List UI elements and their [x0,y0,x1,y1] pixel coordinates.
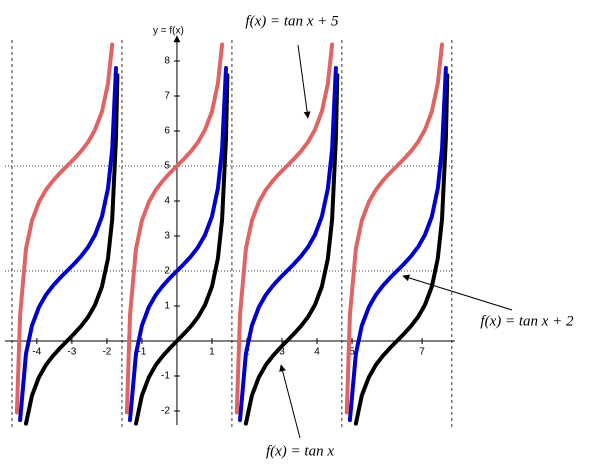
annotation: f(x) = tan x [266,443,334,459]
y-tick-label: 1 [164,301,170,312]
y-tick-label: 7 [164,91,170,102]
series-line [14,42,444,415]
series-line [18,66,448,423]
y-tick-label: -1 [161,371,170,382]
x-tick-label: -1 [137,347,146,358]
x-tick-label: 3 [279,347,285,358]
y-tick-label: 8 [164,56,170,67]
y-tick-label: 2 [164,266,170,277]
y-tick-label: 6 [164,126,170,137]
x-tick-label: -4 [32,347,41,358]
arrow [279,364,301,439]
y-tick-label: 5 [164,161,170,172]
y-tick-label: 3 [164,231,170,242]
arrow [402,274,513,311]
y-tick-label: 4 [164,196,170,207]
x-tick-label: 7 [419,347,425,358]
series-line [24,73,450,426]
annotation: f(x) = tan x + 5 [245,13,339,29]
x-tick-label: 5 [349,347,355,358]
x-tick-label: -3 [67,347,76,358]
arrow [297,44,311,119]
x-tick-label: 1 [209,347,215,358]
y-axis-label: y = f(x) [153,26,184,37]
x-tick-label: -2 [102,347,111,358]
annotation: f(x) = tan x + 2 [480,313,574,329]
x-tick-label: 4 [314,347,320,358]
y-tick-label: -2 [161,406,170,417]
